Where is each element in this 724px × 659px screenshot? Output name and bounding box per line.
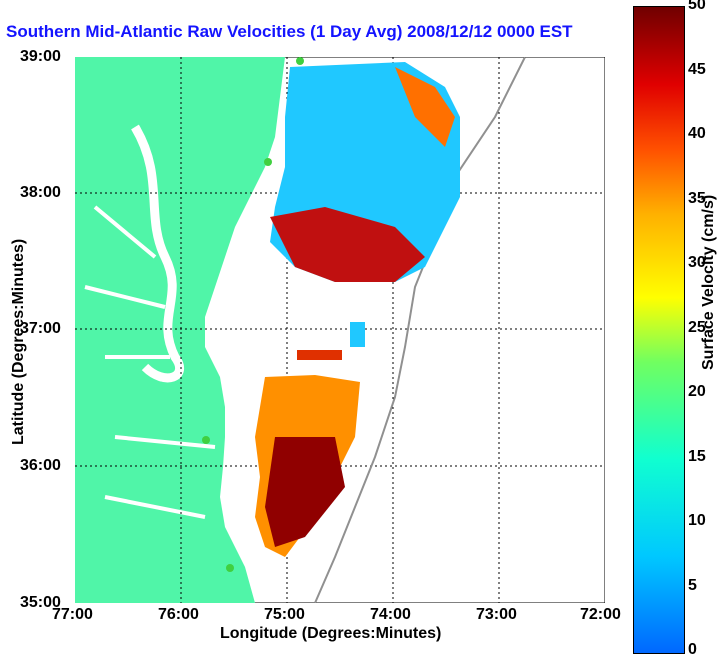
cb-tick: 5 [688,577,697,594]
velocity-field-south [255,375,360,557]
cb-tick: 0 [688,641,697,658]
station-marker [202,436,210,444]
cb-tick: 25 [688,319,706,336]
river-lines [84,205,216,519]
cb-tick: 30 [688,254,706,271]
bathymetry-contour [314,57,526,603]
x-tick-75: 75:00 [264,606,305,623]
x-tick-72: 72:00 [580,606,621,623]
cb-tick: 45 [688,61,706,78]
cb-tick: 50 [688,0,706,13]
x-tick-73: 73:00 [476,606,517,623]
y-axis-label: Latitude (Degrees:Minutes) [10,238,27,445]
colorbar [633,6,685,654]
velocity-patch-mid [297,350,342,360]
station-marker [226,564,234,572]
colorbar-label: Surface Velocity (cm/s) [700,194,717,370]
cb-tick: 15 [688,448,706,465]
y-tick-36: 36:00 [20,457,61,474]
x-tick-76: 76:00 [158,606,199,623]
map-plot-area [75,57,605,603]
cb-tick: 20 [688,383,706,400]
velocity-patch-mid-blue [350,322,365,347]
cb-tick: 10 [688,512,706,529]
x-tick-77: 77:00 [52,606,93,623]
x-axis-label: Longitude (Degrees:Minutes) [220,625,442,642]
y-tick-39: 39:00 [20,48,61,65]
cb-tick: 40 [688,125,706,142]
velocity-field-north [270,62,460,282]
cb-tick: 35 [688,190,706,207]
y-tick-37: 37:00 [20,320,61,337]
x-tick-74: 74:00 [370,606,411,623]
station-marker [264,158,272,166]
land-mass [75,57,285,603]
y-tick-35: 35:00 [20,594,61,611]
station-marker [296,57,304,65]
map-title: Southern Mid-Atlantic Raw Velocities (1 … [6,22,573,41]
chesapeake-bay [131,124,184,383]
y-tick-38: 38:00 [20,184,61,201]
